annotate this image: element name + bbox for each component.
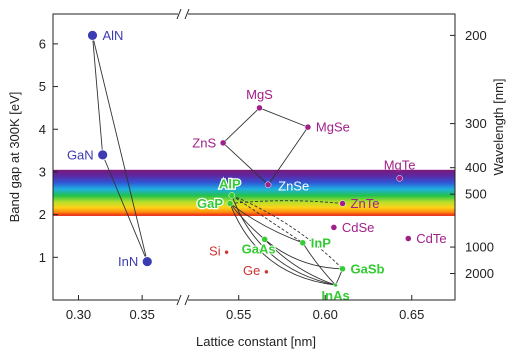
point-cdte (405, 235, 412, 242)
y-tick-label: 3 (39, 164, 46, 179)
x-tick-label: 0.55 (226, 307, 251, 322)
visible-spectrum-band (53, 169, 455, 216)
point-label-gaas: GaAs (242, 241, 276, 256)
point-inas (333, 282, 338, 288)
point-label-mgse: MgSe (316, 120, 350, 135)
point-gaas (261, 236, 268, 243)
point-cdse (330, 224, 338, 231)
x-tick-label: 0.30 (66, 307, 91, 322)
point-si (224, 249, 229, 255)
dashed-alloy-curve (230, 200, 343, 204)
point-label-znte: ZnTe (351, 196, 380, 211)
y2-tick-label: 300 (465, 116, 487, 131)
alloy-curve (222, 142, 269, 186)
alloy-curve (92, 35, 104, 155)
y2-tick-label: 200 (465, 28, 487, 43)
point-label-aln: AlN (102, 28, 123, 43)
y2-axis-ticks: 200 300 400 500 1000 2000 (450, 28, 494, 281)
point-label-inp: InP (311, 235, 332, 250)
alloy-curve (264, 239, 343, 270)
x-tick-label: 0.60 (313, 307, 338, 322)
point-znte (339, 200, 346, 207)
axis-break-mark (184, 8, 190, 20)
point-label-inas: InAs (322, 288, 350, 303)
x-axis-ticks: 0.30 0.35 0.55 0.60 0.65 (66, 295, 424, 322)
x-axis-title: Lattice constant [nm] (196, 334, 316, 349)
point-zns (219, 139, 227, 147)
plot-frame (52, 13, 456, 301)
alloy-curve (102, 154, 148, 262)
point-label-cdte: CdTe (416, 231, 446, 246)
point-label-gap: GaP (197, 196, 223, 211)
point-label-zns: ZnS (192, 135, 216, 150)
axis-break (176, 8, 190, 306)
point-gasb (339, 265, 346, 273)
alloy-curve (267, 126, 309, 186)
y-tick-label: 4 (39, 122, 46, 137)
y2-tick-label: 500 (465, 187, 487, 202)
y2-tick-label: 400 (465, 160, 487, 175)
point-label-alp: AlP (219, 176, 241, 191)
alloy-curves (92, 35, 343, 286)
dashed-alloy-curve (231, 195, 303, 244)
y2-axis-title: Wavelength [nm] (491, 78, 506, 175)
alloy-curve (302, 242, 336, 286)
y-axis-title: Band gap at 300K [eV] (7, 92, 22, 223)
alloy-curve (222, 107, 260, 144)
alloy-curve (259, 107, 309, 128)
alloy-curve (264, 239, 336, 286)
point-label-gan: GaN (67, 147, 94, 162)
dashed-alloy-curve (231, 195, 343, 270)
point-label-cdse: CdSe (342, 220, 375, 235)
point-label-mgte: MgTe (384, 157, 416, 172)
y-tick-label: 2 (39, 207, 46, 222)
alloy-curve (229, 203, 336, 286)
y-tick-label: 5 (39, 79, 46, 94)
y-tick-label: 1 (39, 250, 46, 265)
point-alp (228, 192, 236, 199)
point-gap (226, 200, 234, 207)
point-label-ge: Ge (243, 263, 260, 278)
alloy-curve (229, 203, 265, 240)
point-inn (141, 256, 153, 267)
x-tick-label: 0.35 (130, 307, 155, 322)
axis-break-mark (176, 8, 182, 20)
y2-tick-label: 2000 (465, 266, 494, 281)
point-inp (299, 239, 306, 247)
alloy-curve (92, 35, 148, 262)
y2-tick-label: 1000 (465, 240, 494, 255)
axis-break-mark (184, 294, 190, 306)
point-ge (264, 269, 269, 275)
point-label-mgs: MgS (246, 87, 273, 102)
point-mgse (304, 123, 312, 131)
point-znse (264, 181, 272, 188)
point-label-si: Si (209, 243, 221, 258)
point-label-gasb: GaSb (351, 261, 385, 276)
data-points: AlN GaN InN MgS MgSe ZnS ZnSe MgTe ZnTe CdSe CdTe A… (67, 28, 447, 304)
axis-break-mark (176, 294, 182, 306)
point-label-znse: ZnSe (278, 179, 309, 194)
point-mgte (396, 175, 403, 182)
point-label-inn: InN (118, 254, 138, 269)
point-gan (97, 149, 109, 161)
point-mgs (256, 104, 263, 112)
y-axis-ticks: 1 2 3 4 5 6 (39, 36, 58, 265)
x-tick-label: 0.65 (399, 307, 424, 322)
point-aln (87, 29, 98, 41)
alloy-curve (231, 195, 336, 286)
y-tick-label: 6 (39, 36, 46, 51)
